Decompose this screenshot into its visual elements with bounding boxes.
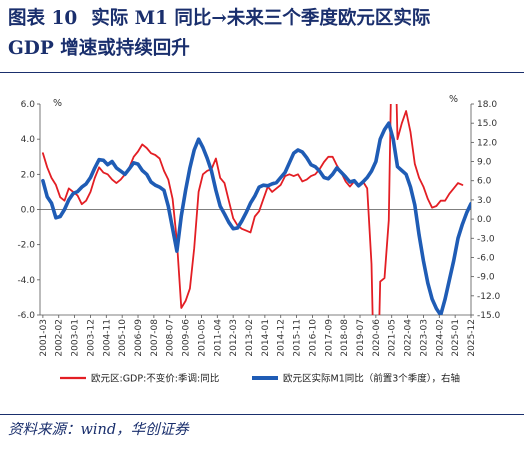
title-divider: [0, 72, 524, 73]
gdp-line: [42, 104, 464, 315]
title-text-1: 实际 M1 同比→未来三个季度欧元区实际: [91, 8, 431, 29]
x-tick-label: 2014-01: [261, 319, 271, 357]
x-tick-label: 2001-03: [39, 319, 49, 357]
figure-title: 图表 10 实际 M1 同比→未来三个季度欧元区实际 GDP 增速或持续回升: [8, 4, 518, 64]
x-tick-label: 2002-02: [55, 319, 65, 357]
x-tick-label: 2023-03: [419, 319, 429, 357]
y-right-tick-label: 15.0: [477, 119, 497, 129]
x-tick-label: 2020-06: [372, 319, 382, 357]
y-right-tick-label: -9.0: [477, 273, 495, 283]
y-left-unit: %: [53, 98, 62, 109]
y-left-tick-label: 2.0: [21, 170, 36, 180]
series-layer: [41, 104, 471, 315]
x-tick-label: 2010-05: [197, 319, 207, 357]
title-line-2: GDP 增速或持续回升: [8, 38, 190, 59]
x-tick-label: 2022-04: [404, 319, 414, 357]
legend-label-gdp: 欧元区:GDP:不变价:季调:同比: [91, 373, 219, 385]
x-tick-label: 2005-10: [118, 319, 128, 357]
y-right-tick-label: -15.0: [477, 311, 501, 321]
y-left-tick-label: -2.0: [17, 241, 35, 251]
x-tick-label: 2004-11: [102, 319, 112, 357]
x-tick-label: 2025-01: [451, 319, 461, 357]
y-left-tick-label: 0.0: [21, 206, 36, 216]
x-tick-label: 2014-12: [277, 319, 287, 357]
y-right-tick-label: 0.0: [477, 215, 492, 225]
x-tick-label: 2019-07: [356, 319, 366, 357]
x-tick-label: 2015-11: [293, 319, 303, 357]
y-right-tick-label: 12.0: [477, 138, 497, 148]
y-right-tick-label: 9.0: [477, 158, 492, 168]
x-tick-label: 2003-01: [71, 319, 81, 357]
chart-axes: 6.0 4.0 2.0 0.0 -2.0 -4.0 -6.0% 18.0 15.0 12.0 9.0…: [17, 94, 500, 357]
y-right-tick-label: -6.0: [477, 253, 495, 263]
x-tick-label: 2013-02: [245, 319, 255, 357]
x-tick-label: 2011-04: [213, 319, 223, 357]
x-tick-label: 2025-12: [467, 319, 477, 357]
y-right-tick-label: -3.0: [477, 234, 495, 244]
x-tick-label: 2017-09: [324, 319, 334, 357]
y-left-tick-label: -6.0: [17, 311, 35, 321]
x-tick-label: 2008-07: [166, 319, 176, 357]
x-tick-label: 2003-12: [86, 319, 96, 357]
x-tick-label: 2016-10: [308, 319, 318, 357]
legend-label-m1: 欧元区实际M1同比（前置3个季度），右轴: [283, 373, 460, 385]
title-line-1: 图表 10 实际 M1 同比→未来三个季度欧元区实际: [8, 4, 518, 34]
chart-legend: 欧元区:GDP:不变价:季调:同比 欧元区实际M1同比（前置3个季度），右轴: [60, 373, 460, 385]
figure-label: 图表 10: [8, 8, 78, 29]
y-left-tick-label: 6.0: [21, 100, 36, 110]
m1-line: [41, 121, 471, 315]
y-left-tick-label: -4.0: [17, 276, 35, 286]
source-note: 资料来源：wind，华创证券: [8, 422, 189, 438]
y-left-tick-label: 4.0: [21, 135, 36, 145]
source-divider: [0, 414, 524, 415]
y-right-unit: %: [449, 94, 458, 105]
y-right-tick-label: 3.0: [477, 196, 492, 206]
x-tick-label: 2018-08: [340, 319, 350, 357]
x-tick-label: 2006-09: [134, 319, 144, 357]
x-tick-label: 2007-08: [150, 319, 160, 357]
y-right-tick-label: 18.0: [477, 100, 497, 110]
y-right-tick-label: -12.0: [477, 292, 501, 302]
y-right-tick-label: 6.0: [477, 177, 492, 187]
x-tick-label: 2021-05: [388, 319, 398, 357]
x-tick-label: 2024-02: [435, 319, 445, 357]
x-tick-label: 2012-03: [229, 319, 239, 357]
x-tick-label: 2009-06: [182, 319, 192, 357]
